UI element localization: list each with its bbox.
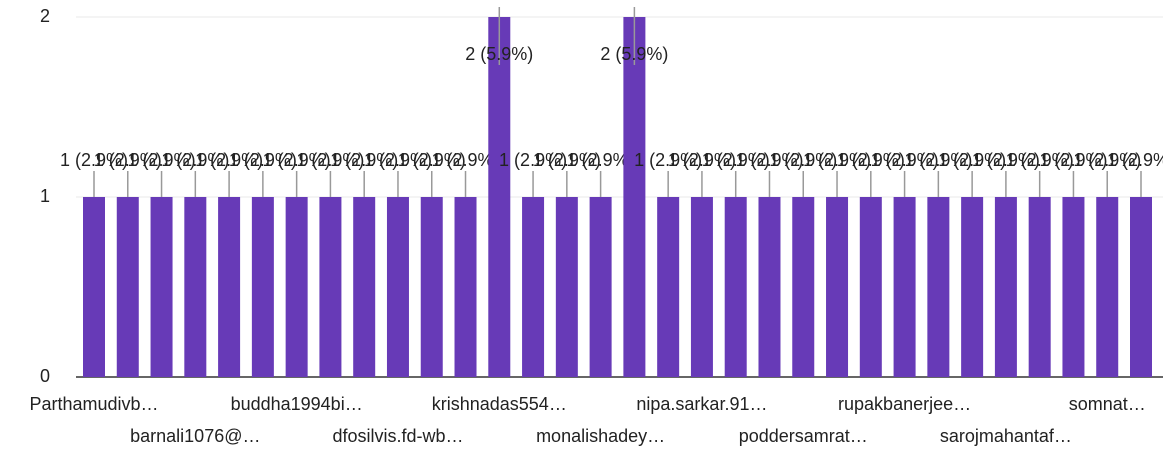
data-label: 1 (2.9%) <box>668 150 736 170</box>
data-label: 1 (2.9%) <box>871 150 939 170</box>
bar <box>1028 197 1051 377</box>
data-label: 1 (2.9%) <box>161 150 229 170</box>
bar <box>690 197 713 377</box>
x-tick-label: sarojmahantaf… <box>940 426 1072 446</box>
data-label: 1 (2.9%) <box>702 150 770 170</box>
bar <box>555 197 578 377</box>
bar <box>893 197 916 377</box>
bar <box>319 197 342 377</box>
bar <box>285 197 308 377</box>
data-label: 1 (2.9%) <box>837 150 905 170</box>
x-tick-label: dfosilvis.fd-wb… <box>332 426 463 446</box>
bar <box>927 197 950 377</box>
bar <box>792 197 815 377</box>
data-label: 1 (2.9%) <box>364 150 432 170</box>
data-label: 1 (2.9%) <box>398 150 466 170</box>
data-label: 1 (2.9%) <box>533 150 601 170</box>
data-label: 1 (2.9%) <box>263 150 331 170</box>
x-tick-label: barnali1076@… <box>130 426 260 446</box>
bar <box>218 197 241 377</box>
data-label: 1 (2.9%) <box>634 150 702 170</box>
data-label: 1 (2.9%) <box>769 150 837 170</box>
x-tick-label: buddha1994bi… <box>231 394 363 414</box>
x-tick-label: Parthamudivb… <box>29 394 158 414</box>
data-label: 1 (2.9%) <box>1107 150 1163 170</box>
bar <box>758 197 781 377</box>
data-label: 1 (2.9%) <box>972 150 1040 170</box>
bar <box>724 197 747 377</box>
bar <box>454 197 477 377</box>
data-label: 1 (2.9%) <box>1006 150 1074 170</box>
data-label: 1 (2.9%) <box>229 150 297 170</box>
data-label: 2 (5.9%) <box>465 44 533 64</box>
bar <box>83 197 105 377</box>
y-tick-label: 2 <box>40 6 50 26</box>
x-tick-label: rupakbanerjee… <box>838 394 971 414</box>
y-tick-label: 0 <box>40 366 50 386</box>
bar <box>184 197 207 377</box>
bar <box>1096 197 1119 377</box>
x-tick-label: somnat… <box>1069 394 1146 414</box>
data-label: 1 (2.9%) <box>128 150 196 170</box>
bar <box>386 197 409 377</box>
data-label: 1 (2.9%) <box>567 150 635 170</box>
bar <box>589 197 612 377</box>
data-label: 1 (2.9%) <box>94 150 162 170</box>
bar <box>420 197 443 377</box>
data-label: 1 (2.9%) <box>1073 150 1141 170</box>
bar <box>488 17 511 377</box>
x-tick-label: poddersamrat… <box>739 426 868 446</box>
data-label: 1 (2.9%) <box>803 150 871 170</box>
bar <box>522 197 545 377</box>
x-tick-label: krishnadas554… <box>432 394 567 414</box>
data-label: 2 (5.9%) <box>600 44 668 64</box>
bar <box>1130 197 1152 377</box>
data-label: 1 (2.9%) <box>60 150 128 170</box>
bar <box>657 197 680 377</box>
data-label: 1 (2.9%) <box>938 150 1006 170</box>
data-label: 1 (2.9%) <box>1039 150 1107 170</box>
data-label: 1 (2.9%) <box>296 150 364 170</box>
y-tick-label: 1 <box>40 186 50 206</box>
data-label: 1 (2.9%) <box>735 150 803 170</box>
bar <box>353 197 376 377</box>
data-label: 1 (2.9%) <box>432 150 500 170</box>
bar <box>826 197 849 377</box>
bar <box>1062 197 1085 377</box>
bar <box>961 197 984 377</box>
bar <box>623 17 646 377</box>
data-label: 1 (2.9%) <box>330 150 398 170</box>
bar <box>116 197 139 377</box>
data-label: 1 (2.9%) <box>195 150 263 170</box>
bar <box>150 197 173 377</box>
data-label: 1 (2.9%) <box>499 150 567 170</box>
x-tick-label: monalishadey… <box>536 426 665 446</box>
bar <box>994 197 1017 377</box>
bar <box>251 197 274 377</box>
bar <box>859 197 882 377</box>
data-label: 1 (2.9%) <box>904 150 972 170</box>
x-tick-label: nipa.sarkar.91… <box>636 394 767 414</box>
